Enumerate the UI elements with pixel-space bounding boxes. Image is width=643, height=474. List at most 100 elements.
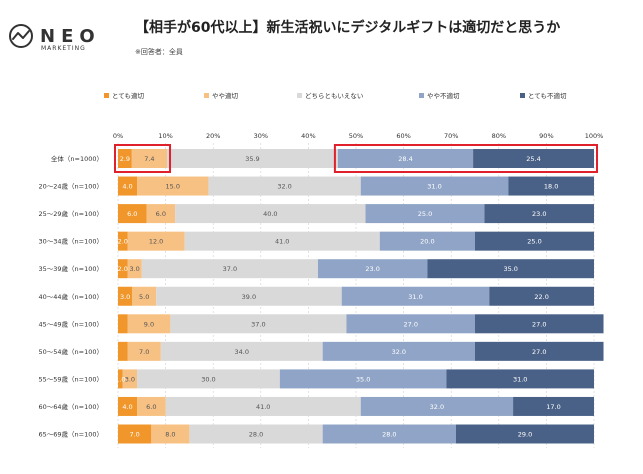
bar-segment bbox=[473, 149, 594, 168]
bar-segment bbox=[118, 259, 128, 279]
category-label: 50～54歳（n=100） bbox=[38, 347, 103, 356]
legend-label-5: とても不適切 bbox=[528, 91, 567, 100]
data-label: 35.9 bbox=[245, 155, 259, 163]
data-label: 31.0 bbox=[427, 183, 441, 191]
bar-segment bbox=[118, 314, 128, 334]
highlight-box-inappropriate bbox=[333, 144, 598, 173]
bar-segment bbox=[118, 396, 138, 416]
data-label: 2.0 bbox=[118, 265, 128, 273]
bar-segment bbox=[489, 286, 594, 306]
data-label: 40.0 bbox=[263, 210, 277, 218]
legend-swatch-1 bbox=[104, 93, 109, 98]
bar-segment bbox=[118, 341, 128, 361]
bar-segment bbox=[484, 204, 594, 224]
data-label: 32.0 bbox=[277, 183, 291, 191]
data-label: 32.0 bbox=[392, 348, 406, 356]
x-axis-ticks: 0% 10% 20% 30% 40% 50% 60% 70% 80% 90% 100% bbox=[113, 132, 603, 140]
data-label: 7.0 bbox=[129, 431, 139, 439]
x-tick-label: 50% bbox=[349, 132, 363, 140]
bar-segment bbox=[122, 369, 138, 389]
data-label: 9.0 bbox=[144, 320, 154, 328]
neo-logo: NEO MARKETING bbox=[9, 24, 101, 52]
data-label: 3.0 bbox=[120, 293, 130, 301]
bar-segment bbox=[167, 149, 338, 168]
data-label: 31.0 bbox=[513, 375, 527, 383]
data-label: 35.0 bbox=[356, 375, 370, 383]
data-label: 6.0 bbox=[146, 403, 156, 411]
data-label: 37.0 bbox=[223, 265, 237, 273]
bar-segment bbox=[146, 204, 176, 224]
legend-swatch-3 bbox=[297, 93, 302, 98]
bar-segment bbox=[137, 176, 209, 196]
bar-segment bbox=[127, 341, 161, 361]
data-label: 27.0 bbox=[532, 348, 546, 356]
bar-segment bbox=[118, 204, 147, 224]
category-label: 60～64歳（n=100） bbox=[38, 402, 103, 411]
bar-segment bbox=[127, 259, 142, 279]
data-label: 23.0 bbox=[365, 265, 379, 273]
data-label: 23.0 bbox=[532, 210, 546, 218]
category-label: 40～44歳（n=100） bbox=[38, 292, 103, 301]
logo-brand: NEO bbox=[40, 26, 101, 47]
data-label: 20.0 bbox=[420, 238, 434, 246]
category-label: 45～49歳（n=100） bbox=[38, 319, 103, 328]
bar-segment bbox=[446, 369, 594, 389]
data-label: 32.0 bbox=[430, 403, 444, 411]
legend-label-1: とても適切 bbox=[112, 91, 144, 100]
bar-segment bbox=[475, 341, 604, 361]
bar-segment bbox=[475, 231, 594, 251]
bar-segment bbox=[170, 314, 347, 334]
bar-segment bbox=[137, 369, 280, 389]
data-label: 1.0 bbox=[115, 375, 125, 383]
bar-segment bbox=[341, 286, 490, 306]
bar-segment bbox=[513, 396, 594, 416]
legend-swatch-4 bbox=[419, 93, 424, 98]
data-labels: 2.9 7.4 35.9 28.4 25.4 4.0 15.0 32.0 31.0 18.0 6.0… bbox=[115, 155, 561, 439]
data-label: 27.0 bbox=[403, 320, 417, 328]
x-tick-label: 80% bbox=[492, 132, 506, 140]
bar-segment bbox=[175, 204, 366, 224]
bar-segment bbox=[127, 314, 171, 334]
data-label: 29.0 bbox=[518, 431, 532, 439]
bar-segment bbox=[118, 286, 133, 306]
x-tick-label: 10% bbox=[158, 132, 172, 140]
legend-swatch-2 bbox=[204, 93, 209, 98]
bar-segment bbox=[160, 341, 323, 361]
category-label: 30～34歳（n=100） bbox=[38, 237, 103, 246]
category-label: 20～24歳（n=100） bbox=[38, 182, 103, 191]
x-tick-label: 40% bbox=[301, 132, 315, 140]
x-tick-label: 70% bbox=[444, 132, 458, 140]
data-label: 17.0 bbox=[546, 403, 560, 411]
data-label: 30.0 bbox=[201, 375, 215, 383]
bar-segment bbox=[322, 341, 475, 361]
data-label: 37.0 bbox=[251, 320, 265, 328]
x-tick-label: 60% bbox=[396, 132, 410, 140]
data-label: 3.0 bbox=[129, 265, 139, 273]
bar-segment bbox=[427, 259, 594, 279]
data-label: 4.0 bbox=[122, 403, 132, 411]
bar-segment bbox=[151, 424, 190, 444]
bar-segment bbox=[118, 149, 132, 168]
data-label: 28.4 bbox=[398, 155, 412, 163]
data-label: 7.4 bbox=[144, 155, 154, 163]
bar-segment bbox=[118, 176, 138, 196]
logo-icon bbox=[9, 24, 33, 48]
data-label: 31.0 bbox=[408, 293, 422, 301]
category-label: 35～39歳（n=100） bbox=[38, 264, 103, 273]
data-label: 12.0 bbox=[149, 238, 163, 246]
data-label: 25.4 bbox=[526, 155, 540, 163]
bar-segment bbox=[508, 176, 594, 196]
data-label: 2.9 bbox=[120, 155, 130, 163]
data-label: 35.0 bbox=[503, 265, 517, 273]
legend-label-3: どちらともいえない bbox=[305, 92, 363, 100]
bar-segment bbox=[360, 396, 514, 416]
bar-segment bbox=[156, 286, 342, 306]
data-label: 27.0 bbox=[532, 320, 546, 328]
category-label: 全体（n=1000） bbox=[51, 154, 103, 163]
legend-swatch-5 bbox=[520, 93, 525, 98]
category-labels: 全体（n=1000） 20～24歳（n=100） 25～29歳（n=100） 30～3… bbox=[38, 154, 103, 439]
bar-segment bbox=[360, 176, 509, 196]
data-label: 41.0 bbox=[275, 238, 289, 246]
bar-segment bbox=[208, 176, 361, 196]
